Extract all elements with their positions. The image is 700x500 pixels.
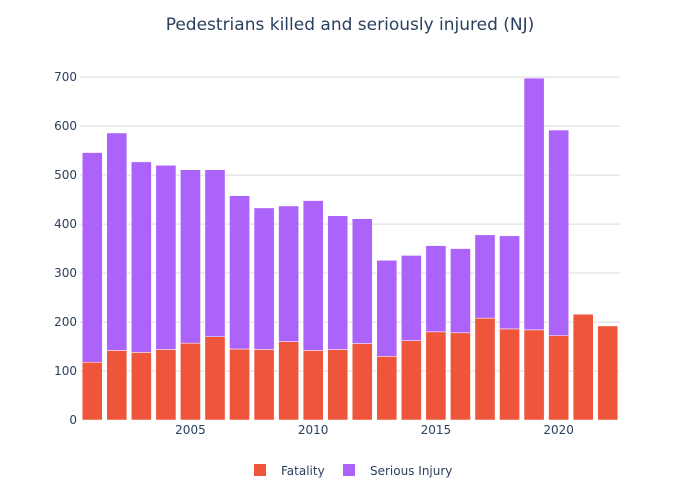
- y-tick-label: 100: [54, 364, 77, 378]
- bar-serious-injury[interactable]: [474, 234, 496, 319]
- y-tick-label: 600: [54, 119, 77, 133]
- legend-label: Serious Injury: [370, 464, 452, 478]
- bar-serious-injury[interactable]: [204, 169, 226, 337]
- bar-fatality[interactable]: [229, 348, 250, 421]
- x-tick-label: 2010: [298, 423, 329, 437]
- bar-serious-injury[interactable]: [180, 169, 201, 344]
- bar-fatality[interactable]: [572, 313, 594, 421]
- bar-fatality[interactable]: [425, 331, 447, 421]
- bar-fatality[interactable]: [401, 340, 422, 421]
- bar-fatality[interactable]: [106, 350, 128, 421]
- bar-fatality[interactable]: [253, 349, 275, 421]
- bar-serious-injury[interactable]: [106, 132, 128, 351]
- x-tick-label: 2020: [543, 423, 574, 437]
- bar-serious-injury[interactable]: [401, 255, 422, 341]
- y-tick-label: 200: [54, 315, 77, 329]
- bar-serious-injury[interactable]: [376, 260, 398, 357]
- bar-fatality[interactable]: [180, 342, 201, 421]
- bar-serious-injury[interactable]: [327, 215, 349, 350]
- bar-fatality[interactable]: [131, 352, 152, 421]
- bar-fatality[interactable]: [327, 349, 349, 421]
- bar-serious-injury[interactable]: [155, 165, 177, 350]
- legend-swatch: [343, 464, 355, 476]
- bar-fatality[interactable]: [278, 341, 299, 421]
- y-tick-label: 0: [69, 413, 77, 427]
- legend-item-fatality[interactable]: Fatality: [254, 464, 325, 478]
- x-axis-ticks: 2005 2010 2015 2020: [175, 423, 574, 437]
- bars: [81, 77, 619, 421]
- y-tick-label: 300: [54, 266, 77, 280]
- legend-label: Fatality: [281, 464, 325, 478]
- bar-fatality[interactable]: [302, 350, 324, 421]
- y-tick-label: 700: [54, 70, 77, 84]
- legend-swatch: [254, 464, 266, 476]
- bar-fatality[interactable]: [450, 332, 471, 421]
- bar-serious-injury[interactable]: [278, 205, 299, 342]
- legend[interactable]: Fatality Serious Injury: [254, 464, 452, 478]
- y-tick-label: 500: [54, 168, 77, 182]
- bar-fatality[interactable]: [548, 335, 569, 421]
- bar-serious-injury[interactable]: [425, 245, 447, 333]
- y-axis-ticks: 0 100 200 300 400 500 600 700: [54, 70, 77, 427]
- bar-serious-injury[interactable]: [523, 77, 545, 331]
- legend-item-serious-injury[interactable]: Serious Injury: [343, 464, 452, 478]
- bar-fatality[interactable]: [351, 343, 373, 421]
- x-tick-label: 2005: [175, 423, 206, 437]
- bar-fatality[interactable]: [597, 325, 619, 421]
- bar-fatality[interactable]: [474, 317, 496, 421]
- bar-serious-injury[interactable]: [548, 129, 569, 337]
- bar-fatality[interactable]: [81, 361, 103, 421]
- bar-fatality[interactable]: [204, 336, 226, 421]
- bar-serious-injury[interactable]: [499, 235, 520, 330]
- y-tick-label: 400: [54, 217, 77, 231]
- bar-fatality[interactable]: [523, 329, 545, 421]
- bar-fatality[interactable]: [376, 356, 398, 421]
- chart-title: Pedestrians killed and seriously injured…: [166, 15, 535, 35]
- bar-serious-injury[interactable]: [131, 161, 152, 353]
- bar-serious-injury[interactable]: [81, 152, 103, 363]
- bar-serious-injury[interactable]: [351, 218, 373, 344]
- bar-fatality[interactable]: [155, 349, 177, 421]
- x-tick-label: 2015: [421, 423, 452, 437]
- bar-serious-injury[interactable]: [302, 200, 324, 351]
- bar-fatality[interactable]: [499, 328, 520, 421]
- bar-serious-injury[interactable]: [253, 207, 275, 350]
- bar-serious-injury[interactable]: [229, 195, 250, 350]
- bar-serious-injury[interactable]: [450, 248, 471, 334]
